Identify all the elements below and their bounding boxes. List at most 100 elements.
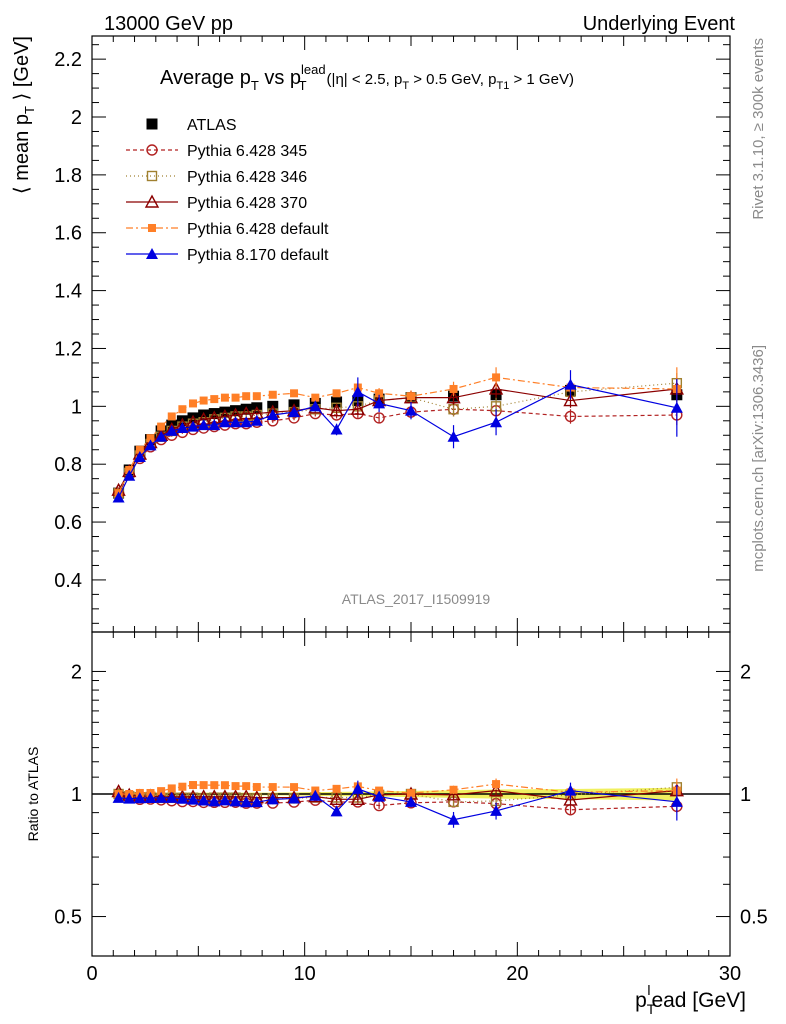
marker-open-square [146, 170, 158, 182]
marker-small-square [167, 412, 176, 421]
data-point [218, 416, 231, 428]
y-tick-label-main: 1.6 [54, 223, 82, 245]
marker-small-square [268, 390, 277, 399]
marker-square [187, 412, 199, 424]
marker-small-square [220, 393, 229, 402]
marker-triangle [123, 792, 136, 804]
marker-square [176, 415, 188, 427]
marker-triangle [447, 430, 460, 442]
legend-label: Pythia 6.428 346 [187, 169, 307, 186]
ratio-point [492, 780, 501, 789]
y-tick-label-main: 2.2 [54, 49, 82, 71]
data-point [176, 422, 189, 434]
marker-triangle [112, 491, 125, 503]
marker-triangle [405, 404, 417, 416]
marker-triangle [218, 794, 231, 806]
data-point [208, 419, 221, 431]
ratio-point [329, 791, 344, 806]
x-tick-label: 30 [719, 963, 741, 985]
ratio-point [210, 781, 219, 790]
marker-open-triangle [144, 194, 160, 208]
marker-small-square [242, 392, 251, 401]
data-point [229, 416, 242, 428]
y-axis-label-ratio: Ratio to ATLAS [25, 747, 41, 842]
legend-item-p345: Pythia 6.428 345 [126, 143, 307, 160]
y-tick-label-ratio-right: 1 [740, 784, 751, 806]
marker-open-triangle [488, 381, 504, 395]
marker-triangle [490, 416, 503, 428]
mcplots-label: mcplots.cern.ch [arXiv:1306.3436] [750, 345, 767, 572]
y-tick-label-ratio-right: 0.5 [740, 907, 768, 929]
marker-open-triangle [563, 393, 578, 407]
ratio-point [407, 789, 415, 798]
data-point [208, 408, 220, 420]
ratio-point [176, 792, 189, 804]
marker-triangle [176, 792, 189, 804]
marker-small-square [199, 396, 208, 405]
marker-triangle [197, 419, 210, 431]
ratio-point [167, 784, 176, 793]
marker-triangle [670, 401, 683, 413]
marker-small-square [407, 392, 415, 401]
rivet-label: Rivet 3.1.10, ≥ 300k events [750, 38, 767, 220]
ratio-point [268, 783, 277, 792]
y-tick-label-ratio: 2 [71, 661, 82, 683]
marker-triangle [133, 792, 146, 804]
marker-triangle [330, 805, 343, 817]
y-tick-label-ratio: 1 [71, 784, 82, 806]
legend-label: Pythia 6.428 default [187, 221, 329, 238]
data-point [375, 389, 384, 398]
marker-triangle [564, 784, 577, 796]
marker-triangle [229, 795, 242, 807]
data-point [167, 412, 176, 421]
data-point [165, 424, 178, 436]
ratio-point [155, 791, 168, 803]
marker-open-triangle [329, 403, 344, 417]
marker-triangle [218, 416, 231, 428]
marker-open-triangle [446, 787, 461, 801]
marker-small-square [146, 434, 155, 443]
marker-triangle [373, 397, 386, 409]
data-point [492, 373, 501, 382]
marker-triangle [564, 378, 577, 390]
y-tick-label-main: 1.8 [54, 165, 82, 187]
x-tick-label: 10 [294, 963, 316, 985]
data-point [176, 415, 188, 427]
ratio-point [197, 794, 210, 806]
marker-small-square [167, 784, 176, 793]
ratio-point [133, 792, 146, 804]
data-point [250, 414, 263, 426]
marker-triangle [670, 795, 683, 807]
header-right: Underlying Event [583, 13, 736, 35]
data-point [240, 416, 253, 428]
data-point [373, 397, 386, 409]
marker-square [198, 409, 210, 421]
marker-small-square [375, 786, 384, 795]
marker-small-square [492, 373, 501, 382]
marker-triangle [288, 792, 301, 804]
data-point [157, 422, 166, 431]
marker-small-square [148, 224, 156, 232]
data-point [252, 392, 261, 401]
y-tick-label-main: 0.6 [54, 512, 82, 534]
marker-open-triangle [350, 401, 366, 415]
legend-marker [144, 194, 160, 208]
data-point [311, 393, 320, 402]
legend-marker [146, 118, 158, 130]
marker-triangle [165, 791, 178, 803]
marker-small-square [268, 783, 277, 792]
marker-triangle [309, 789, 322, 801]
ratio-point [490, 804, 503, 816]
data-point [449, 384, 458, 393]
marker-triangle [240, 796, 253, 808]
y-tick-label-ratio-right: 2 [740, 661, 751, 683]
data-point [332, 389, 341, 398]
marker-triangle [309, 400, 322, 412]
data-point [242, 392, 251, 401]
ratio-point [252, 783, 261, 792]
marker-small-square [449, 384, 458, 393]
marker-small-square [231, 393, 240, 402]
series-p8def [112, 370, 683, 828]
marker-small-square [157, 787, 166, 796]
